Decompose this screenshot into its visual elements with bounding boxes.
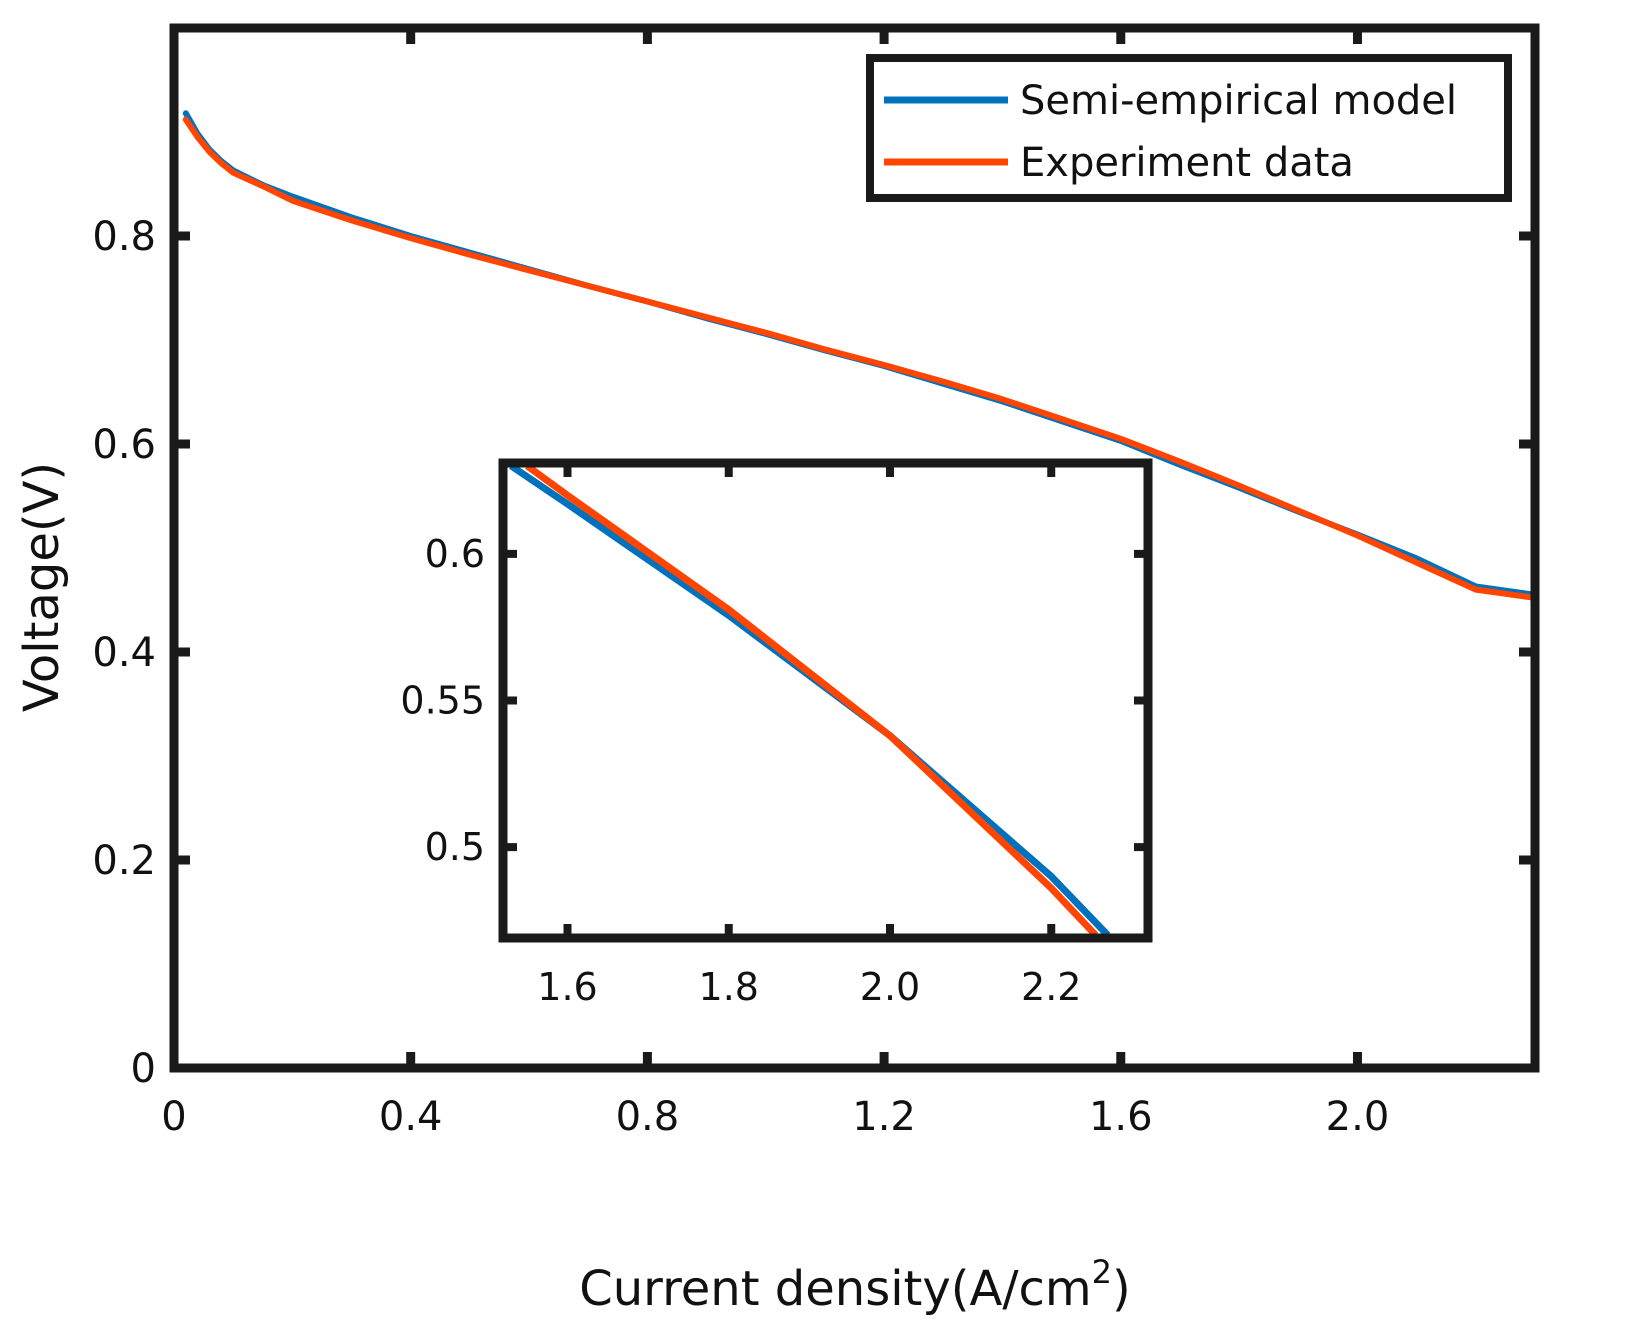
legend-item: Experiment data xyxy=(884,140,1354,186)
inset-plot-area xyxy=(503,463,1148,938)
inset-tick-labels: 1.6 1.8 2.0 2.2 0.5 0.55 0.6 xyxy=(400,532,1081,1009)
inset-plot-frame xyxy=(498,458,1153,943)
main-plot-frame xyxy=(169,23,1540,1073)
x-axis-label-main: Current density(A/cm xyxy=(579,1261,1091,1317)
legend-label: Experiment data xyxy=(1020,140,1354,186)
inset-x-tick-label: 1.6 xyxy=(537,965,597,1009)
y-tick-label: 0.8 xyxy=(92,214,156,260)
inset-y-tick-label: 0.5 xyxy=(425,825,485,869)
x-tick-label: 2.0 xyxy=(1326,1094,1390,1140)
legend-box xyxy=(866,54,1512,202)
inset-y-tick-label: 0.6 xyxy=(425,532,485,576)
x-tick-label: 0 xyxy=(161,1094,186,1140)
legend: Semi-empirical model Experiment data xyxy=(866,54,1512,202)
y-tick-label: 0.6 xyxy=(92,422,156,468)
x-axis-label-suffix: ) xyxy=(1112,1261,1131,1317)
x-tick-label: 0.8 xyxy=(616,1094,680,1140)
y-tick-label: 0.2 xyxy=(92,838,156,884)
inset-x-tick-label: 2.2 xyxy=(1021,965,1081,1009)
y-tick-label: 0.4 xyxy=(92,630,156,676)
legend-items: Semi-empirical model Experiment data xyxy=(884,78,1457,186)
inset-plot: 1.6 1.8 2.0 2.2 0.5 0.55 0.6 xyxy=(400,458,1153,1009)
inset-series-line-experiment-data xyxy=(525,463,1099,938)
x-tick-label: 1.6 xyxy=(1089,1094,1153,1140)
legend-item: Semi-empirical model xyxy=(884,78,1457,124)
inset-y-tick-label: 0.55 xyxy=(400,679,485,723)
inset-x-tick-label: 2.0 xyxy=(860,965,920,1009)
inset-series-lines xyxy=(509,462,1111,938)
y-tick-label: 0 xyxy=(131,1046,156,1092)
y-axis-label: Voltage(V) xyxy=(14,462,70,712)
main-plot: 0 0.4 0.8 1.2 1.6 2.0 0 0.2 0.4 0.6 0.8 xyxy=(92,23,1540,1140)
main-tick-labels: 0 0.4 0.8 1.2 1.6 2.0 0 0.2 0.4 0.6 0.8 xyxy=(92,214,1389,1140)
legend-label: Semi-empirical model xyxy=(1020,78,1457,124)
x-axis-label: Current density(A/cm2) xyxy=(579,1253,1131,1317)
main-series-lines xyxy=(182,110,1538,601)
x-tick-label: 1.2 xyxy=(852,1094,916,1140)
inset-x-tick-label: 1.8 xyxy=(699,965,759,1009)
x-tick-label: 0.4 xyxy=(379,1094,443,1140)
series-line-experiment-data xyxy=(182,116,1538,601)
x-axis-label-superscript: 2 xyxy=(1092,1253,1112,1291)
